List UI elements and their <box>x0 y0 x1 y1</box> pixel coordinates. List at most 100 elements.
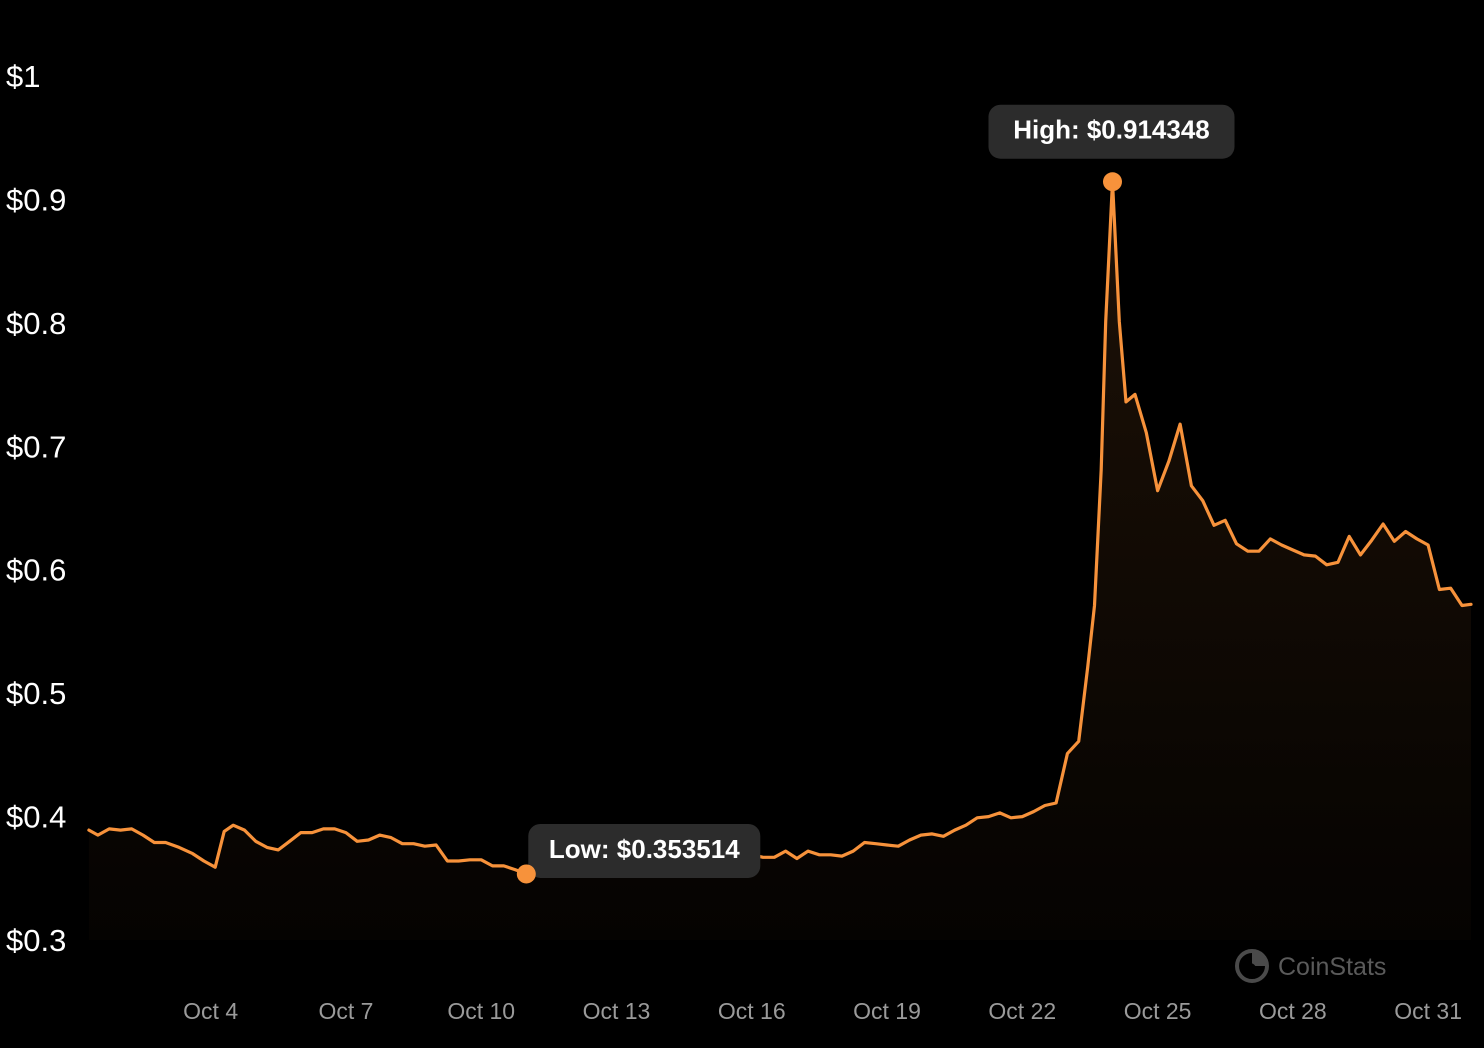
data-point <box>1087 666 1089 668</box>
data-point <box>203 860 205 862</box>
data-point <box>1021 815 1023 817</box>
data-point <box>322 828 324 830</box>
data-point <box>277 849 279 851</box>
data-point <box>1105 320 1107 322</box>
coinstats-logo-icon <box>1235 949 1269 983</box>
data-point <box>1269 538 1271 540</box>
watermark: CoinStats <box>1235 949 1386 983</box>
y-tick-label: $0.5 <box>6 676 66 711</box>
data-point <box>841 855 843 857</box>
data-point <box>1461 604 1463 606</box>
annotations: High: $0.914348 Low: $0.353514 <box>516 104 1235 884</box>
data-point <box>514 868 516 870</box>
x-tick-label: Oct 7 <box>318 998 373 1024</box>
data-point <box>920 834 922 836</box>
data-point <box>164 841 166 843</box>
data-point <box>1093 604 1095 606</box>
data-point <box>191 852 193 854</box>
data-point <box>863 841 865 843</box>
data-point <box>345 831 347 833</box>
data-point <box>818 854 820 856</box>
y-tick-label: $0.6 <box>6 553 66 588</box>
data-point <box>1292 549 1294 551</box>
x-tick-label: Oct 4 <box>183 998 238 1024</box>
data-point <box>1438 588 1440 590</box>
data-point <box>424 845 426 847</box>
data-point <box>976 817 978 819</box>
data-point <box>356 840 358 842</box>
data-point <box>897 845 899 847</box>
data-point <box>942 835 944 837</box>
data-point <box>311 831 313 833</box>
data-point <box>412 843 414 845</box>
data-point <box>491 865 493 867</box>
y-tick-label: $1 <box>6 59 40 94</box>
data-point <box>1100 469 1102 471</box>
data-point <box>1314 555 1316 557</box>
data-point <box>1125 401 1127 403</box>
low-callout-box <box>528 823 761 878</box>
data-point <box>480 859 482 861</box>
data-point <box>1044 804 1046 806</box>
x-tick-label: Oct 10 <box>447 998 515 1024</box>
data-point <box>131 828 133 830</box>
data-point <box>390 836 392 838</box>
data-point <box>830 854 832 856</box>
data-point <box>108 828 110 830</box>
data-point <box>1145 432 1147 434</box>
data-point <box>1359 554 1361 556</box>
data-point <box>1179 423 1181 425</box>
x-tick-label: Oct 22 <box>988 998 1056 1024</box>
high-callout: High: $0.914348 <box>988 104 1235 192</box>
data-point <box>1337 561 1339 563</box>
y-tick-label: $0.7 <box>6 429 66 464</box>
data-point <box>1010 817 1012 819</box>
x-tick-label: Oct 31 <box>1394 998 1462 1024</box>
data-point <box>999 812 1001 814</box>
data-point <box>1450 587 1452 589</box>
x-tick-label: Oct 25 <box>1124 998 1192 1024</box>
data-point <box>458 860 460 862</box>
data-point <box>1280 544 1282 546</box>
data-point <box>435 844 437 846</box>
y-tick-label: $0.9 <box>6 182 66 217</box>
x-tick-label: Oct 19 <box>853 998 921 1024</box>
data-point <box>1326 564 1328 566</box>
data-point <box>987 815 989 817</box>
data-point <box>784 850 786 852</box>
data-point <box>1202 499 1204 501</box>
low-callout: Low: $0.353514 <box>516 823 761 884</box>
data-point <box>1156 490 1158 492</box>
data-point <box>243 829 245 831</box>
y-tick-label: $0.3 <box>6 923 66 958</box>
data-point <box>1134 393 1136 395</box>
data-point <box>908 839 910 841</box>
data-point <box>1118 320 1120 322</box>
data-point <box>379 834 381 836</box>
data-point <box>931 833 933 835</box>
y-axis: $1 $0.9 $0.8 $0.7 $0.6 $0.5 $0.4 $0.3 <box>6 59 66 958</box>
data-point <box>266 846 268 848</box>
price-area-fill <box>88 181 1471 940</box>
data-point <box>1066 752 1068 754</box>
data-point <box>367 839 369 841</box>
data-point <box>1470 603 1472 605</box>
coinstats-watermark-text: CoinStats <box>1278 953 1386 981</box>
data-point <box>1168 460 1170 462</box>
data-point <box>223 830 225 832</box>
low-point-marker <box>516 864 536 884</box>
data-point <box>214 866 216 868</box>
y-tick-label: $0.4 <box>6 800 66 835</box>
data-point <box>796 857 798 859</box>
data-point <box>1258 550 1260 552</box>
data-point <box>119 829 121 831</box>
data-point <box>1404 530 1406 532</box>
data-point <box>300 831 302 833</box>
data-point <box>1235 543 1237 545</box>
data-point <box>1078 740 1080 742</box>
data-point <box>807 850 809 852</box>
high-point-marker <box>1102 172 1122 192</box>
data-point <box>334 828 336 830</box>
